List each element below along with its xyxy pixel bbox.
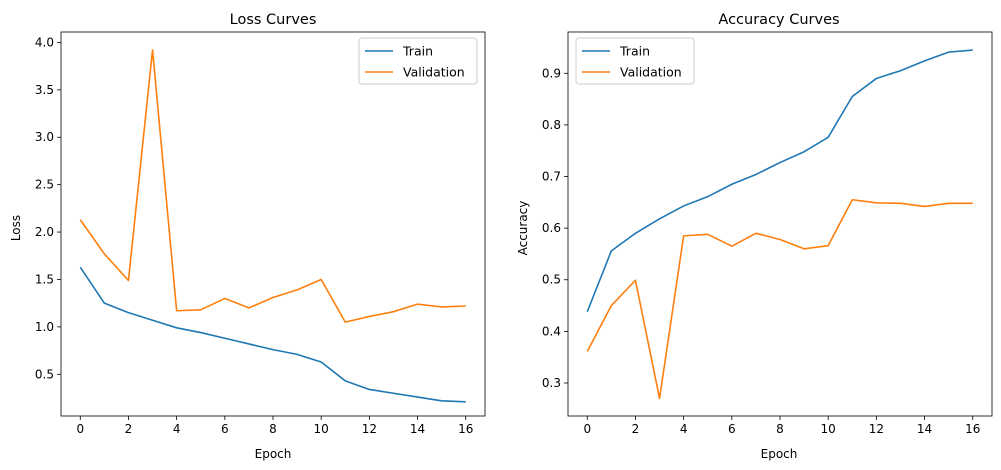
accuracy-legend-label-train: Train <box>619 44 650 59</box>
accuracy-series-validation-line <box>586 198 973 400</box>
loss-y-tick-label: 2.0 <box>35 225 54 239</box>
loss-y-tick-label: 0.5 <box>35 367 54 381</box>
loss-x-tick-label: 2 <box>125 422 133 436</box>
accuracy-chart-title: Accuracy Curves <box>718 12 839 28</box>
loss-y-tick-label: 1.5 <box>35 272 54 286</box>
accuracy-x-tick-label: 0 <box>583 422 591 436</box>
loss-y-tick-label: 4.0 <box>35 35 54 49</box>
accuracy-x-tick-label: 8 <box>776 422 784 436</box>
loss-y-tick-label: 3.0 <box>35 130 54 144</box>
accuracy-x-tick-label: 4 <box>680 422 688 436</box>
loss-y-tick-label: 2.5 <box>35 178 54 192</box>
accuracy-x-tick-label: 6 <box>728 422 736 436</box>
loss-x-tick-label: 12 <box>362 422 377 436</box>
loss-x-tick-label: 0 <box>76 422 84 436</box>
accuracy-x-tick-label: 14 <box>917 422 932 436</box>
loss-x-tick-label: 10 <box>314 422 329 436</box>
loss-legend-label-train: Train <box>402 44 433 59</box>
loss-y-tick-label: 1.0 <box>35 320 54 334</box>
accuracy-y-tick-label: 0.6 <box>542 221 561 235</box>
loss-series-train-line <box>79 266 466 403</box>
loss-series-validation-line <box>79 49 466 323</box>
accuracy-x-tick-label: 2 <box>632 422 640 436</box>
accuracy-y-tick-label: 0.8 <box>542 118 561 132</box>
accuracy-legend: Train Validation <box>575 37 695 85</box>
loss-x-tick-label: 6 <box>221 422 229 436</box>
accuracy-x-tick-label: 16 <box>965 422 980 436</box>
loss-x-tick-label: 14 <box>410 422 425 436</box>
accuracy-plot-frame <box>567 31 993 417</box>
accuracy-series-train-line <box>586 49 973 313</box>
accuracy-y-tick-label: 0.4 <box>542 324 561 338</box>
accuracy-x-tick-label: 12 <box>869 422 884 436</box>
loss-plot-frame <box>60 31 486 417</box>
accuracy-y-tick-label: 0.3 <box>542 376 561 390</box>
loss-legend-label-validation: Validation <box>403 65 465 80</box>
accuracy-x-tick-label: 10 <box>821 422 836 436</box>
loss-y-tick-label: 3.5 <box>35 83 54 97</box>
loss-x-axis-label: Epoch <box>255 447 292 461</box>
accuracy-y-tick-label: 0.7 <box>542 170 561 184</box>
loss-x-tick-label: 16 <box>458 422 473 436</box>
accuracy-y-axis-label: Accuracy <box>516 201 530 256</box>
loss-x-tick-label: 8 <box>269 422 277 436</box>
accuracy-chart: Accuracy Curves Epoch Accuracy 0 2 4 6 8 10 12… <box>516 12 993 461</box>
accuracy-y-tick-label: 0.5 <box>542 273 561 287</box>
accuracy-x-axis-label: Epoch <box>761 447 798 461</box>
loss-chart: Loss Curves Epoch Loss 0 2 4 6 8 10 12 14 16 0.5 1… <box>9 12 486 461</box>
loss-x-tick-label: 4 <box>173 422 181 436</box>
accuracy-y-tick-label: 0.9 <box>542 66 561 80</box>
loss-legend: Train Validation <box>358 37 478 85</box>
loss-y-axis-label: Loss <box>9 215 23 241</box>
accuracy-legend-label-validation: Validation <box>620 65 682 80</box>
loss-chart-title: Loss Curves <box>230 12 317 28</box>
